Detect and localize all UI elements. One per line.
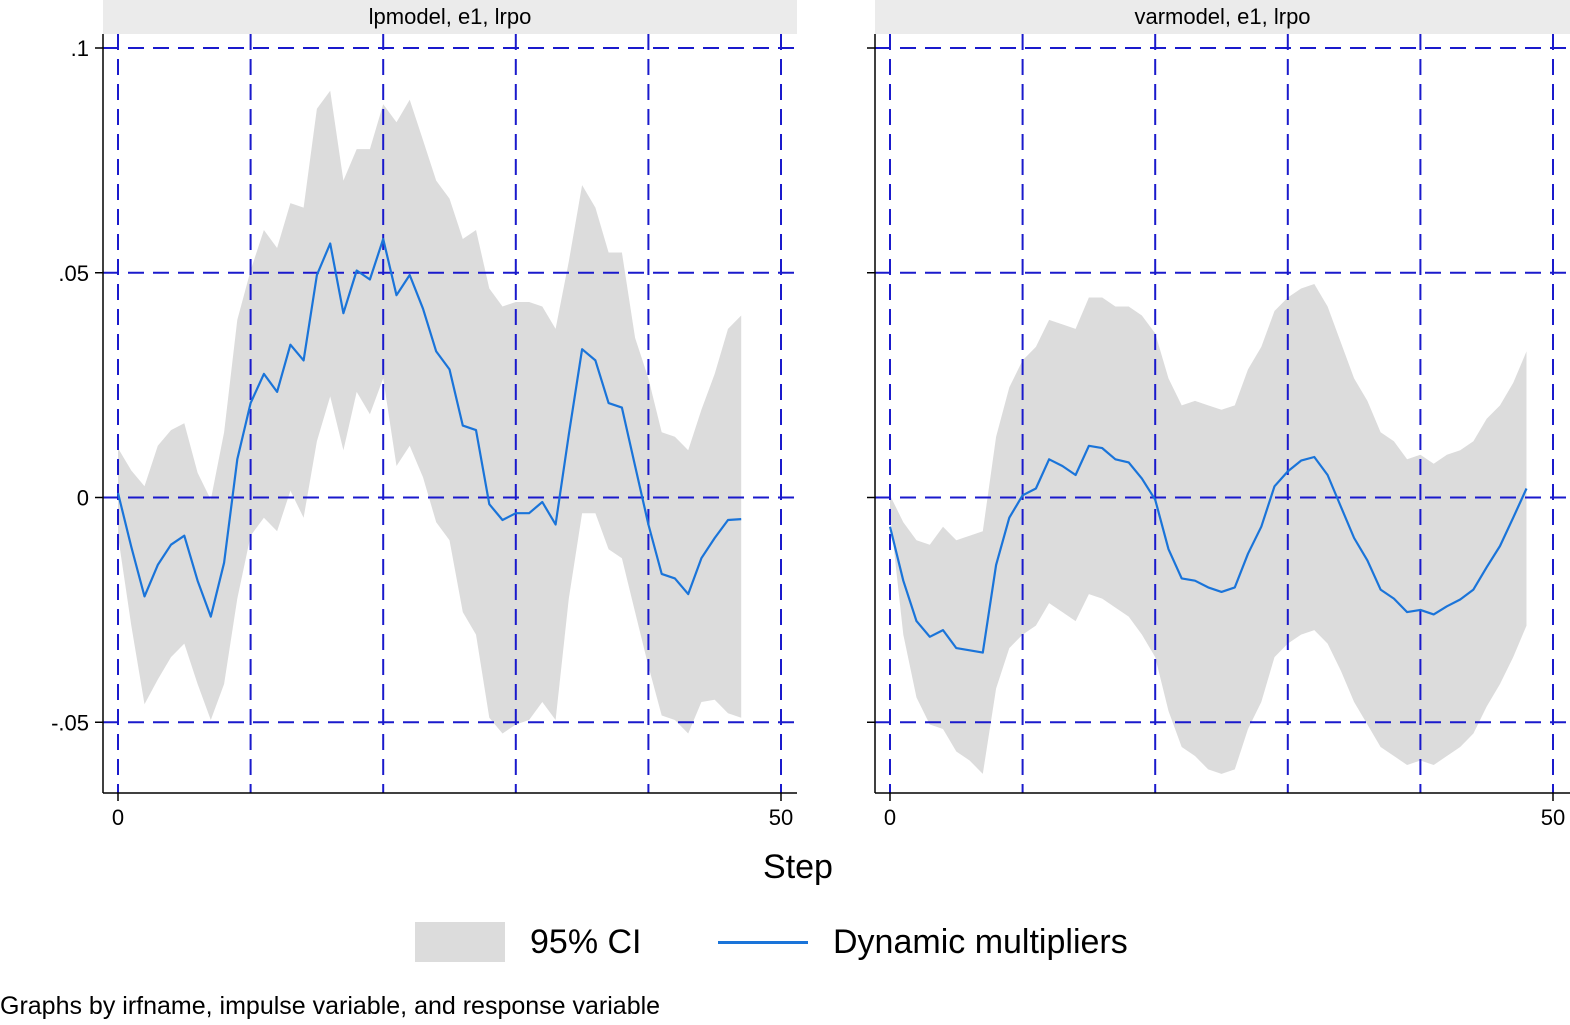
- x-tick-label: 50: [769, 805, 793, 830]
- legend-ci-swatch: [415, 922, 505, 962]
- panel-title: varmodel, e1, lrpo: [1134, 4, 1310, 29]
- panel-2: varmodel, e1, lrpo 0 50: [867, 0, 1570, 830]
- y-tick-label: .05: [58, 261, 89, 286]
- legend: 95% CI Dynamic multipliers: [0, 912, 1570, 972]
- graph-note: Graphs by irfname, impulse variable, and…: [0, 992, 661, 1020]
- x-tick-label: 50: [1541, 805, 1565, 830]
- panel-title-strip: [875, 0, 1570, 34]
- panel-1: lpmodel, e1, lrpo .1 .05 0 -.05 0 50: [51, 0, 797, 830]
- dynamic-multiplier-line: [888, 444, 1528, 654]
- dynamic-multiplier-line: [116, 237, 742, 618]
- x-axis-title: Step: [763, 848, 833, 886]
- legend-line-swatch: [718, 941, 808, 944]
- legend-line-label: Dynamic multipliers: [833, 923, 1128, 961]
- panel-title: lpmodel, e1, lrpo: [369, 4, 532, 29]
- x-tick-label: 0: [112, 805, 124, 830]
- panel-title-strip: [103, 0, 797, 34]
- x-tick-label: 0: [884, 805, 896, 830]
- y-tick-label: 0: [77, 486, 89, 511]
- legend-ci-label: 95% CI: [530, 923, 642, 961]
- y-tick-label: .1: [71, 36, 89, 61]
- y-tick-label: -.05: [51, 710, 89, 735]
- ci-band: [890, 284, 1527, 774]
- ci-band: [118, 90, 742, 734]
